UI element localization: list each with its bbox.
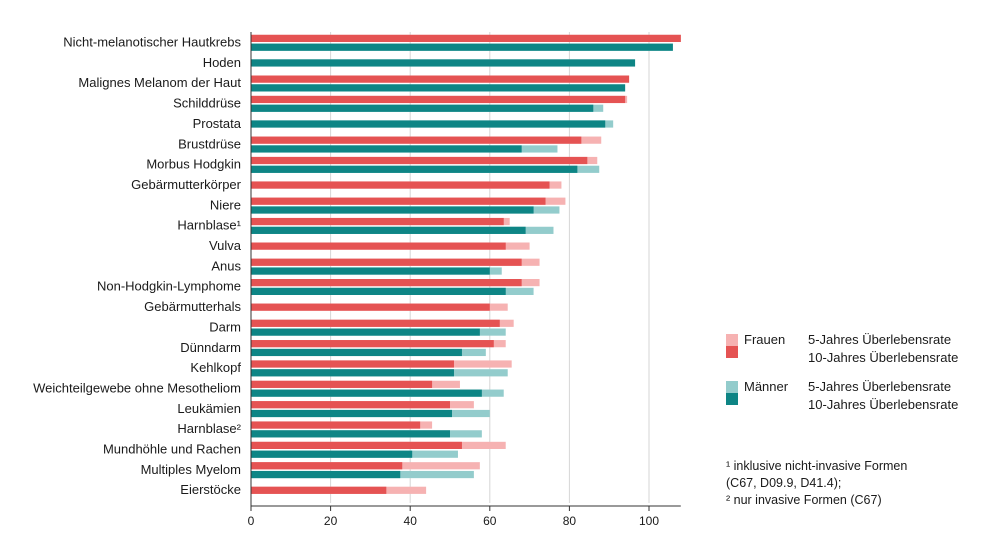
category-label: Vulva bbox=[209, 238, 242, 253]
footnote-2: ² nur invasive Formen (C67) bbox=[726, 493, 882, 507]
footnote-1-codes: (C67, D09.9, D41.4); bbox=[726, 476, 842, 490]
legend-desc-maenner-5: 5-Jahres Überlebensrate bbox=[808, 379, 952, 394]
category-label: Mundhöhle und Rachen bbox=[103, 442, 241, 457]
bars bbox=[251, 34, 681, 494]
category-label: Weichteilgewebe ohne Mesotheliom bbox=[33, 380, 241, 395]
category-label: Gebärmutterhals bbox=[144, 299, 241, 314]
bar-frauen-10y-row-22 bbox=[251, 486, 387, 494]
bar-frauen-10y-row-2 bbox=[251, 75, 630, 83]
bar-frauen-10y-row-3 bbox=[251, 95, 626, 104]
bar-maenner-10y-row-6 bbox=[251, 165, 578, 173]
bar-frauen-10y-row-12 bbox=[251, 279, 522, 287]
bar-maenner-10y-row-11 bbox=[251, 267, 490, 275]
legend-desc-maenner-10: 10-Jahres Überlebensrate bbox=[808, 397, 959, 412]
legend-swatch-frauen-5 bbox=[726, 334, 738, 346]
category-label: Anus bbox=[211, 258, 241, 273]
category-label: Malignes Melanom der Haut bbox=[78, 75, 241, 90]
bar-frauen-10y-row-17 bbox=[251, 380, 433, 388]
category-label: Non-Hodgkin-Lymphome bbox=[97, 279, 241, 294]
legend-desc-frauen-5: 5-Jahres Überlebensrate bbox=[808, 332, 952, 347]
legend-swatch-maenner-5 bbox=[726, 381, 738, 393]
bar-maenner-10y-row-14 bbox=[251, 328, 480, 336]
category-label: Brustdrüse bbox=[178, 136, 241, 151]
legend-label-frauen: Frauen bbox=[744, 332, 786, 347]
bar-maenner-10y-row-2 bbox=[251, 84, 626, 92]
category-label: Schilddrüse bbox=[173, 96, 241, 111]
legend-desc-frauen-10: 10-Jahres Überlebensrate bbox=[808, 350, 959, 365]
category-label: Darm bbox=[209, 319, 241, 334]
bar-maenner-10y-row-3 bbox=[251, 104, 594, 112]
bar-frauen-10y-row-21 bbox=[251, 462, 403, 470]
category-label: Harnblase¹ bbox=[177, 218, 241, 233]
bar-maenner-10y-row-12 bbox=[251, 287, 506, 295]
legend-swatch-maenner-10 bbox=[726, 393, 738, 405]
x-tick-label: 20 bbox=[324, 514, 338, 528]
bar-maenner-10y-row-17 bbox=[251, 389, 482, 397]
category-label: Kehlkopf bbox=[190, 360, 241, 375]
footnotes: ¹ inklusive nicht-invasive Formen (C67, … bbox=[726, 458, 976, 509]
category-label: Harnblase² bbox=[177, 421, 241, 436]
bar-frauen-10y-row-9 bbox=[251, 217, 504, 226]
category-label: Multiples Myelom bbox=[141, 462, 241, 477]
bar-maenner-10y-row-9 bbox=[251, 226, 526, 234]
category-label: Nicht-melanotischer Hautkrebs bbox=[63, 35, 241, 50]
bar-maenner-10y-row-15 bbox=[251, 348, 462, 357]
bar-maenner-10y-row-4 bbox=[251, 120, 606, 128]
bar-frauen-10y-row-8 bbox=[251, 197, 546, 205]
category-label: Dünndarm bbox=[180, 340, 241, 355]
bar-maenner-10y-row-8 bbox=[251, 206, 534, 214]
bar-maenner-10y-row-5 bbox=[251, 145, 522, 153]
legend-label-maenner: Männer bbox=[744, 379, 789, 394]
bar-frauen-10y-row-19 bbox=[251, 421, 421, 429]
bar-maenner-10y-row-18 bbox=[251, 409, 452, 418]
category-label: Prostata bbox=[193, 116, 242, 131]
bar-frauen-10y-row-7 bbox=[251, 181, 550, 189]
bar-frauen-10y-row-0 bbox=[251, 34, 681, 42]
bar-frauen-10y-row-18 bbox=[251, 401, 450, 409]
x-tick-label: 80 bbox=[563, 514, 577, 528]
footnote-1: ¹ inklusive nicht-invasive Formen bbox=[726, 459, 908, 473]
category-label: Eierstöcke bbox=[180, 482, 241, 497]
x-tick-label: 0 bbox=[248, 514, 255, 528]
x-tick-label: 40 bbox=[404, 514, 418, 528]
bar-maenner-10y-row-21 bbox=[251, 470, 401, 479]
x-tick-label: 60 bbox=[483, 514, 497, 528]
bar-maenner-10y-row-20 bbox=[251, 450, 413, 458]
legend-swatch-frauen-10 bbox=[726, 346, 738, 358]
category-label: Leukämien bbox=[177, 401, 241, 416]
bar-maenner-10y-row-19 bbox=[251, 430, 450, 438]
bar-frauen-10y-row-15 bbox=[251, 340, 494, 348]
bar-frauen-10y-row-16 bbox=[251, 360, 454, 368]
bar-frauen-10y-row-13 bbox=[251, 303, 490, 311]
bar-frauen-10y-row-6 bbox=[251, 156, 588, 165]
bar-frauen-10y-row-10 bbox=[251, 242, 506, 250]
category-label: Gebärmutterkörper bbox=[131, 177, 241, 192]
bar-frauen-10y-row-5 bbox=[251, 136, 582, 144]
bar-frauen-10y-row-20 bbox=[251, 441, 462, 449]
bar-maenner-10y-row-16 bbox=[251, 369, 454, 377]
bar-frauen-10y-row-11 bbox=[251, 258, 522, 266]
x-axis: 0 20 40 60 80 100 bbox=[248, 32, 681, 528]
category-label: Morbus Hodgkin bbox=[146, 157, 241, 172]
x-tick-label: 100 bbox=[639, 514, 659, 528]
bar-maenner-10y-row-1 bbox=[251, 59, 636, 67]
bar-frauen-10y-row-14 bbox=[251, 319, 500, 327]
bar-maenner-10y-row-0 bbox=[251, 43, 673, 51]
category-label: Hoden bbox=[203, 55, 241, 70]
category-labels: Nicht-melanotischer Hautkrebs Hoden Malign… bbox=[33, 35, 242, 498]
category-label: Niere bbox=[210, 197, 241, 212]
